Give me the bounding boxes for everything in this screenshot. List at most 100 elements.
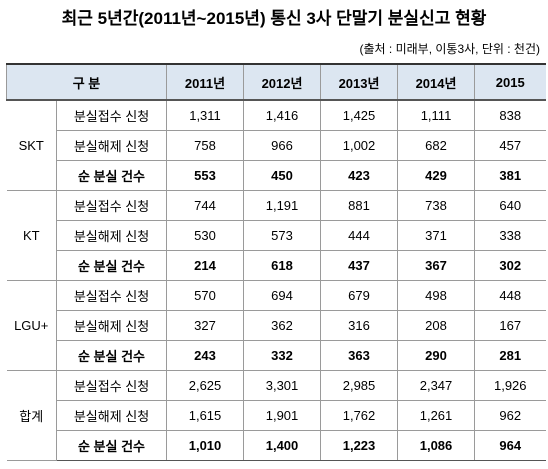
header-cell: 2011년 (166, 63, 245, 101)
value-cell: 1,901 (243, 399, 322, 431)
row-label: 분실접수 신청 (55, 279, 168, 311)
row-label: 순 분실 건수 (55, 159, 168, 191)
row-label: 분실해제 신청 (55, 129, 168, 161)
table-row: 분실해제 신청 758 966 1,002 682 457 (7, 129, 546, 161)
value-cell: 1,615 (166, 399, 245, 431)
value-cell: 3,301 (243, 369, 322, 401)
value-cell: 640 (474, 189, 546, 221)
table-row: 분실해제 신청 530 573 444 371 338 (7, 219, 546, 251)
value-cell: 316 (320, 309, 399, 341)
table-row: KT 분실접수 신청 744 1,191 881 738 640 (6, 189, 546, 281)
value-cell: 744 (166, 189, 245, 221)
value-cell: 1,762 (320, 399, 399, 431)
table-row: 순 분실 건수 553 450 423 429 381 (7, 159, 546, 191)
row-label: 분실접수 신청 (55, 189, 168, 221)
table-row: LGU+ 분실접수 신청 570 694 679 498 448 (6, 279, 546, 371)
value-cell: 243 (166, 339, 245, 371)
table-row: 분실해제 신청 1,615 1,901 1,762 1,261 962 (7, 399, 546, 431)
value-cell: 962 (474, 399, 546, 431)
value-cell: 966 (243, 129, 322, 161)
value-cell: 498 (397, 279, 476, 311)
group-cell: 합계 (6, 369, 57, 461)
value-cell: 1,425 (320, 99, 399, 131)
header-row: 구 분 2011년 2012년 2013년 2014년 2015 (5, 63, 546, 101)
table-row: 순 분실 건수 214 618 437 367 302 (7, 249, 546, 281)
value-cell: 2,347 (397, 369, 476, 401)
value-cell: 964 (474, 429, 546, 461)
row-label: 분실해제 신청 (55, 399, 168, 431)
value-cell: 679 (320, 279, 399, 311)
header-cell: 2012년 (243, 63, 322, 101)
table-row: SKT 분실접수 신청 1,311 1,416 1,425 1,111 838 (6, 99, 546, 191)
value-cell: 429 (397, 159, 476, 191)
row-label: 분실해제 신청 (55, 219, 168, 251)
table-row: 분실해제 신청 327 362 316 208 167 (7, 309, 546, 341)
value-cell: 371 (397, 219, 476, 251)
value-cell: 881 (320, 189, 399, 221)
value-cell: 570 (166, 279, 245, 311)
value-cell: 450 (243, 159, 322, 191)
table-row: 순 분실 건수 243 332 363 290 281 (7, 339, 546, 371)
table-body: SKT 분실접수 신청 1,311 1,416 1,425 1,111 838 분실해제 신청… (6, 99, 546, 461)
value-cell: 302 (474, 249, 546, 281)
group-cell: KT (6, 189, 57, 281)
row-label: 순 분실 건수 (55, 339, 168, 371)
value-cell: 1,926 (474, 369, 546, 401)
row-label: 순 분실 건수 (55, 429, 168, 461)
value-cell: 758 (166, 129, 245, 161)
value-cell: 363 (320, 339, 399, 371)
value-cell: 362 (243, 309, 322, 341)
value-cell: 738 (397, 189, 476, 221)
value-cell: 1,416 (243, 99, 322, 131)
value-cell: 2,625 (166, 369, 245, 401)
group-cell: LGU+ (6, 279, 57, 371)
value-cell: 682 (397, 129, 476, 161)
source-note: (출처 : 미래부, 이통3사, 단위 : 천건) (359, 42, 541, 56)
value-cell: 1,400 (243, 429, 322, 461)
row-label: 순 분실 건수 (55, 249, 168, 281)
row-label: 분실해제 신청 (55, 309, 168, 341)
header-cell: 2014년 (397, 63, 476, 101)
value-cell: 444 (320, 219, 399, 251)
value-cell: 423 (320, 159, 399, 191)
value-cell: 1,191 (243, 189, 322, 221)
value-cell: 214 (166, 249, 245, 281)
header-cell: 2013년 (320, 63, 399, 101)
value-cell: 1,010 (166, 429, 245, 461)
value-cell: 1,002 (320, 129, 399, 161)
value-cell: 1,111 (397, 99, 476, 131)
value-cell: 694 (243, 279, 322, 311)
row-label: 분실접수 신청 (55, 99, 168, 131)
value-cell: 437 (320, 249, 399, 281)
value-cell: 1,311 (166, 99, 245, 131)
data-table: 구 분 2011년 2012년 2013년 2014년 2015 SKT 분실접수 신청 1,… (5, 63, 546, 461)
row-label: 분실접수 신청 (55, 369, 168, 401)
title: 최근 5년간(2011년~2015년) 통신 3사 단말기 분실신고 현황 (61, 9, 487, 28)
value-cell: 573 (243, 219, 322, 251)
group-cell: SKT (6, 99, 57, 191)
value-cell: 838 (474, 99, 546, 131)
value-cell: 208 (397, 309, 476, 341)
value-cell: 281 (474, 339, 546, 371)
value-cell: 2,985 (320, 369, 399, 401)
table-row: 합계 분실접수 신청 2,625 3,301 2,985 2,347 1,926 (6, 369, 546, 461)
value-cell: 530 (166, 219, 245, 251)
value-cell: 448 (474, 279, 546, 311)
value-cell: 1,223 (320, 429, 399, 461)
value-cell: 327 (166, 309, 245, 341)
value-cell: 618 (243, 249, 322, 281)
value-cell: 381 (474, 159, 546, 191)
table-row: 순 분실 건수 1,010 1,400 1,223 1,086 964 (7, 429, 546, 461)
value-cell: 367 (397, 249, 476, 281)
value-cell: 1,086 (397, 429, 476, 461)
header-cell: 구 분 (5, 63, 168, 101)
value-cell: 290 (397, 339, 476, 371)
value-cell: 332 (243, 339, 322, 371)
header-cell: 2015 (474, 63, 546, 101)
value-cell: 457 (474, 129, 546, 161)
value-cell: 1,261 (397, 399, 476, 431)
value-cell: 338 (474, 219, 546, 251)
value-cell: 167 (474, 309, 546, 341)
value-cell: 553 (166, 159, 245, 191)
